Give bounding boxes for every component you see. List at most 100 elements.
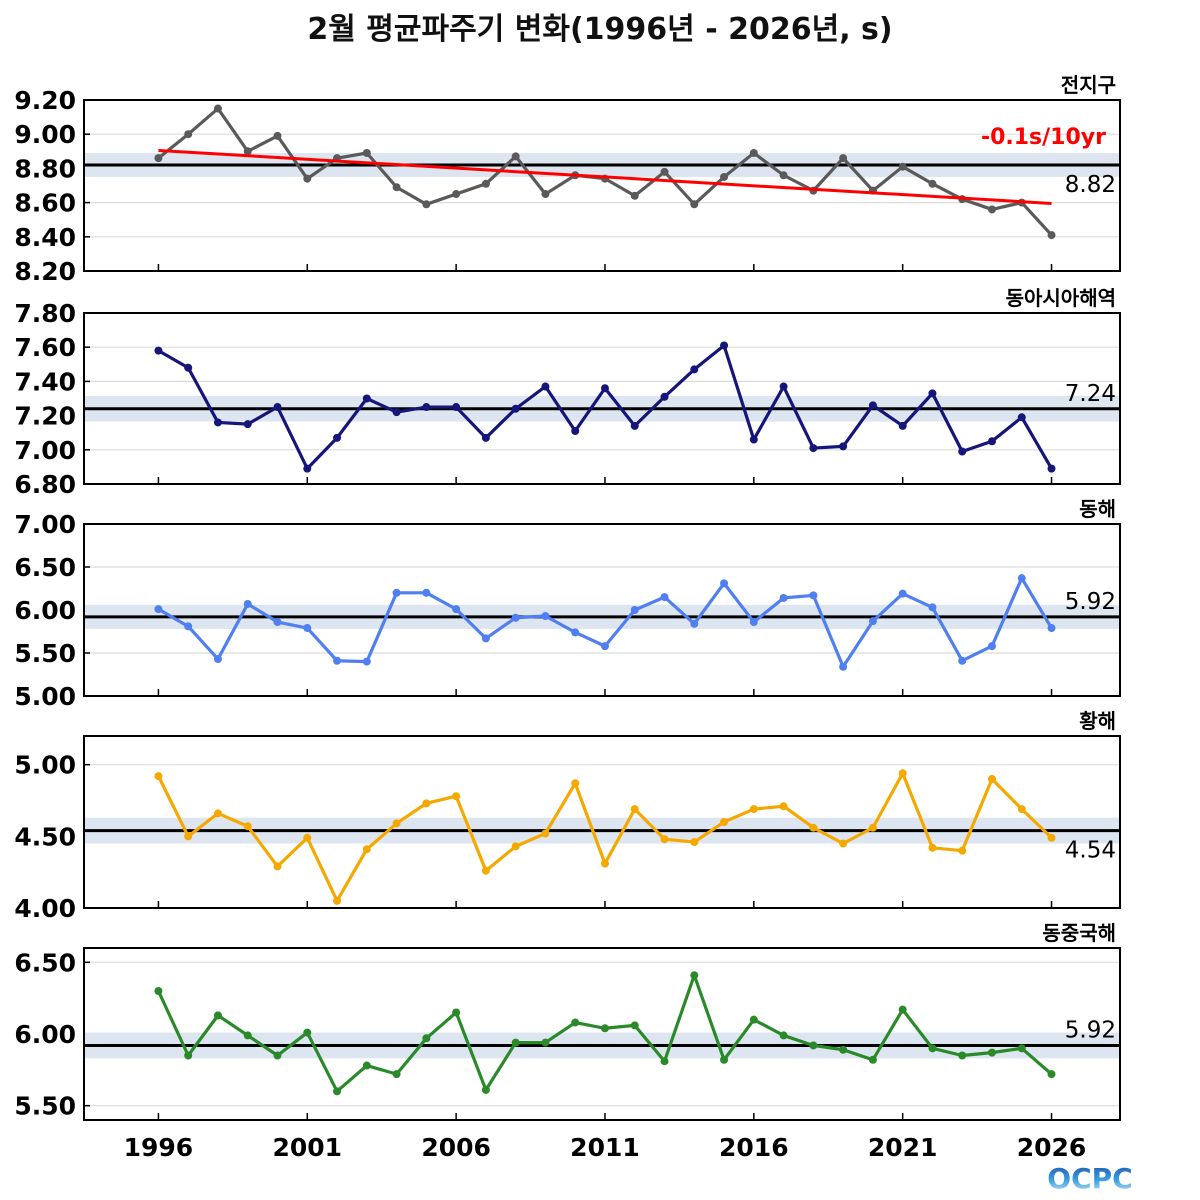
data-point <box>511 152 520 161</box>
y-tick-label: 6.80 <box>14 470 76 499</box>
mean-label: 4.54 <box>1065 838 1116 864</box>
y-tick-label: 9.00 <box>14 120 76 149</box>
y-tick-label: 4.50 <box>14 822 76 851</box>
panel-1: 8.20 8.40 8.60 8.80 9.00 9.20 8.82 -0.1s/10yr 전지… <box>14 73 1121 286</box>
data-point <box>541 612 550 621</box>
panel-name: 동중국해 <box>1042 921 1116 945</box>
data-point <box>392 588 401 597</box>
data-point <box>511 1038 520 1047</box>
data-point <box>184 1051 193 1060</box>
data-point <box>392 819 401 828</box>
data-point <box>749 435 758 444</box>
data-point <box>452 792 461 801</box>
panel-frame <box>83 947 1121 1121</box>
data-point <box>303 833 312 842</box>
y-tick-label: 7.00 <box>14 436 76 465</box>
data-point <box>213 104 222 113</box>
data-point <box>184 130 193 139</box>
data-point <box>690 200 699 209</box>
data-point <box>987 642 996 651</box>
data-point <box>571 1018 580 1027</box>
data-point <box>630 1021 639 1030</box>
data-point <box>839 442 848 451</box>
data-point <box>362 1061 371 1070</box>
data-point <box>600 1024 609 1033</box>
y-tick-label: 5.00 <box>14 682 76 711</box>
data-point <box>154 346 163 355</box>
panel-4: 4.00 4.50 5.00 4.54 황해 <box>14 709 1121 923</box>
x-tick-label: 1996 <box>124 1133 194 1162</box>
data-point <box>660 1057 669 1066</box>
data-point <box>839 1045 848 1054</box>
y-tick-label: 5.50 <box>14 639 76 668</box>
data-point <box>600 384 609 393</box>
trend-label: -0.1s/10yr <box>981 125 1106 150</box>
y-tick-label: 7.40 <box>14 367 76 396</box>
data-point <box>481 179 490 188</box>
data-point <box>273 131 282 140</box>
mean-label: 7.24 <box>1065 381 1116 407</box>
data-point <box>987 1048 996 1057</box>
data-point <box>660 593 669 602</box>
y-tick-label: 7.60 <box>14 333 76 362</box>
data-point <box>690 838 699 847</box>
data-point <box>422 799 431 808</box>
data-point <box>928 1044 937 1053</box>
y-tick-label: 4.00 <box>14 894 76 923</box>
panel-name: 동해 <box>1079 497 1116 521</box>
data-point <box>273 862 282 871</box>
data-point <box>303 174 312 183</box>
data-point <box>809 591 818 600</box>
data-point <box>481 866 490 875</box>
data-point <box>630 606 639 614</box>
data-point <box>868 1055 877 1064</box>
data-point <box>720 1055 729 1064</box>
data-point <box>749 618 758 627</box>
data-point <box>243 822 252 831</box>
data-point <box>243 1031 252 1040</box>
data-point <box>333 1087 342 1096</box>
data-point <box>1017 1044 1026 1053</box>
data-point <box>1047 833 1056 842</box>
data-point <box>660 392 669 401</box>
mean-label: 8.82 <box>1065 172 1116 198</box>
data-point <box>541 1038 550 1047</box>
data-point <box>660 835 669 844</box>
data-point <box>1047 464 1056 473</box>
data-point <box>541 382 550 391</box>
data-point <box>928 603 937 612</box>
data-point <box>987 205 996 214</box>
data-point <box>630 421 639 430</box>
panel-frame <box>83 523 1121 697</box>
data-point <box>511 613 520 622</box>
y-tick-label: 6.00 <box>14 596 76 625</box>
data-point <box>779 1031 788 1040</box>
data-point <box>303 1028 312 1037</box>
y-tick-label: 5.00 <box>14 751 76 780</box>
data-point <box>1017 413 1026 422</box>
data-point <box>779 382 788 391</box>
data-point <box>630 805 639 814</box>
mean-label: 5.92 <box>1065 1017 1116 1043</box>
panel-2: 6.80 7.00 7.20 7.40 7.60 7.80 7.24 동아시아해역 <box>14 286 1121 499</box>
data-point <box>333 896 342 905</box>
data-point <box>720 172 729 181</box>
data-point <box>362 845 371 854</box>
data-point <box>809 1041 818 1050</box>
data-point <box>868 617 877 626</box>
x-tick-label: 2021 <box>868 1133 938 1162</box>
y-tick-label: 9.20 <box>14 86 76 115</box>
y-tick-label: 6.00 <box>14 1020 76 1049</box>
data-point <box>898 769 907 778</box>
data-point <box>273 1051 282 1060</box>
data-point <box>928 389 937 398</box>
data-point <box>839 839 848 848</box>
data-point <box>958 447 967 456</box>
data-point <box>928 843 937 852</box>
data-point <box>720 579 729 588</box>
data-point <box>571 628 580 637</box>
data-point <box>898 421 907 430</box>
data-point <box>720 341 729 350</box>
data-point <box>779 593 788 602</box>
data-point <box>779 802 788 811</box>
